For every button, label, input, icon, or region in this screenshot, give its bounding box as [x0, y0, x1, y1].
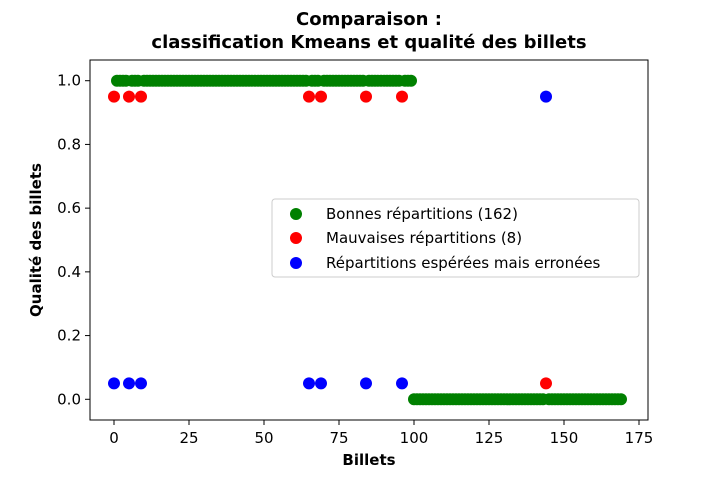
legend-marker-good: [290, 208, 302, 220]
y-tick-label-1: 0.2: [57, 327, 81, 345]
plot-frame: [89, 59, 649, 421]
legend-label-expected: Répartitions espérées mais erronées: [326, 254, 601, 272]
legend-label-good: Bonnes répartitions (162): [326, 205, 518, 223]
data-point-series-2-1: [123, 377, 135, 390]
legend: Bonnes répartitions (162) Mauvaises répa…: [271, 198, 640, 278]
data-point-series-1-7: [540, 377, 552, 390]
x-tick-label-0: 0: [109, 429, 119, 447]
axes: 0 25 50 75 100 125 150 175 0.0 0.2 0.4 0.6 0.8 1.0: [57, 72, 653, 447]
data-point-series-1-2: [135, 90, 147, 103]
x-tick-label-7: 175: [625, 429, 654, 447]
x-tick-label-5: 125: [475, 429, 504, 447]
x-tick-label-4: 100: [400, 429, 429, 447]
data-point-series-1-6: [396, 90, 408, 103]
data-point-series-2-6: [396, 377, 408, 390]
legend-label-bad: Mauvaises répartitions (8): [326, 229, 522, 247]
data-point-series-1-4: [315, 90, 327, 103]
data-point-series-1-1: [123, 90, 135, 103]
data-point-series-2-0: [108, 377, 120, 390]
x-tick-label-6: 150: [550, 429, 579, 447]
data-point-series-2-2: [135, 377, 147, 390]
y-tick-label-3: 0.6: [57, 199, 81, 217]
data-point-series-2-7: [540, 90, 552, 103]
data-point-series-0-161: [615, 393, 627, 406]
data-point-series-1-0: [108, 90, 120, 103]
chart-title-line1: Comparaison :: [296, 9, 442, 30]
data-point-series-0-92: [405, 74, 417, 87]
data-point-series-2-3: [303, 377, 315, 390]
legend-box: [271, 198, 640, 278]
chart-title-line2: classification Kmeans et qualité des bil…: [151, 32, 586, 53]
y-tick-label-0: 0.0: [57, 390, 81, 408]
x-tick-label-1: 25: [179, 429, 198, 447]
x-tick-label-3: 75: [329, 429, 348, 447]
data-point-series-1-3: [303, 90, 315, 103]
plot-area: [108, 74, 627, 406]
y-tick-label-2: 0.4: [57, 263, 81, 281]
y-axis-label: Qualité des billets: [27, 163, 45, 317]
x-axis-label: Billets: [342, 451, 395, 469]
data-point-series-2-4: [315, 377, 327, 390]
y-tick-label-5: 1.0: [57, 72, 81, 90]
legend-marker-bad: [290, 232, 302, 244]
legend-marker-expected: [290, 257, 302, 269]
y-tick-label-4: 0.8: [57, 135, 81, 153]
data-point-series-1-5: [360, 90, 372, 103]
data-point-series-2-5: [360, 377, 372, 390]
x-tick-label-2: 50: [254, 429, 273, 447]
